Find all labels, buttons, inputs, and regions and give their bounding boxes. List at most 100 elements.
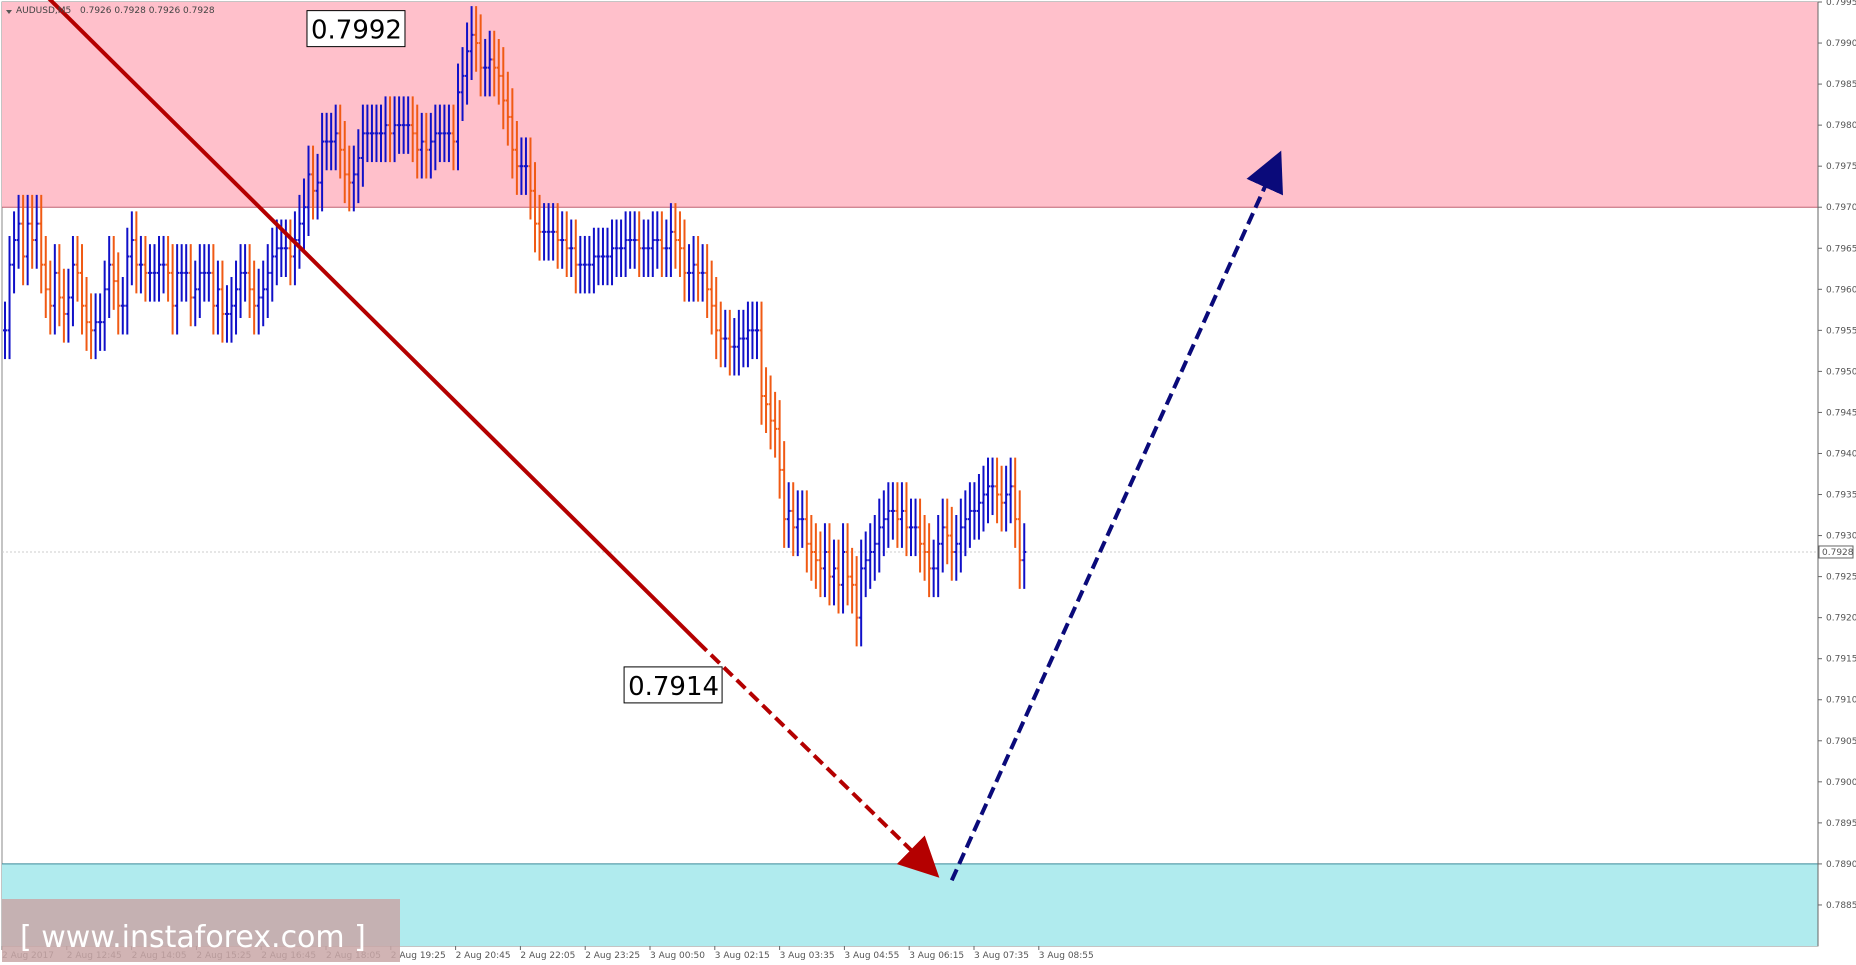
price-axis[interactable]: 0.7995 0.7990 0.7985 0.7980 0.7975 0.7970 0.79… bbox=[1817, 0, 1856, 946]
price-bar bbox=[986, 457, 991, 524]
price-bar bbox=[211, 244, 216, 335]
trend-line[interactable] bbox=[28, 0, 700, 644]
price-bars bbox=[3, 6, 1027, 647]
price-bar bbox=[98, 293, 103, 351]
price-bar bbox=[179, 244, 184, 302]
price-bar bbox=[283, 219, 288, 277]
x-tick-label: 2 Aug 23:25 bbox=[585, 951, 640, 961]
price-bar bbox=[777, 400, 782, 499]
price-bar bbox=[401, 96, 406, 154]
price-bar bbox=[732, 318, 737, 376]
callout-high: 0.7992 bbox=[306, 10, 406, 48]
x-tick-label: 2 Aug 22:05 bbox=[520, 951, 575, 961]
price-bar bbox=[795, 490, 800, 557]
price-bar bbox=[229, 276, 234, 343]
callout-high-label: 0.7992 bbox=[311, 16, 402, 46]
price-bar bbox=[841, 523, 846, 614]
price-bar bbox=[637, 211, 642, 277]
price-bar bbox=[659, 211, 664, 277]
price-bar bbox=[21, 194, 26, 286]
price-bar bbox=[546, 203, 551, 261]
price-bar bbox=[931, 539, 936, 598]
price-bar bbox=[388, 96, 393, 163]
price-bar bbox=[587, 235, 592, 294]
price-bar bbox=[410, 96, 415, 163]
x-tick-label: 3 Aug 04:55 bbox=[844, 951, 899, 961]
price-bar bbox=[89, 293, 94, 360]
price-bar bbox=[809, 515, 814, 581]
price-bar bbox=[365, 104, 370, 163]
price-bar bbox=[93, 293, 98, 360]
price-bar bbox=[895, 482, 900, 548]
price-bar bbox=[57, 244, 62, 327]
price-bar bbox=[542, 203, 547, 261]
price-bar bbox=[433, 104, 438, 171]
price-bar bbox=[238, 244, 243, 319]
price-bar bbox=[673, 203, 678, 269]
price-bar bbox=[419, 112, 424, 179]
x-tick-label: 2 Aug 19:25 bbox=[391, 951, 446, 961]
price-bar bbox=[850, 547, 855, 614]
price-bar bbox=[904, 482, 909, 557]
price-bar bbox=[745, 301, 750, 368]
price-bar bbox=[913, 498, 918, 557]
price-bar bbox=[936, 515, 941, 598]
y-tick-label: 0.7980 bbox=[1826, 121, 1856, 131]
price-bar bbox=[202, 244, 207, 302]
price-bar bbox=[333, 104, 338, 171]
price-bar bbox=[34, 194, 39, 269]
price-bar bbox=[129, 211, 134, 286]
price-bar bbox=[700, 244, 705, 302]
price-bar bbox=[723, 309, 728, 368]
header-dropdown-icon[interactable] bbox=[6, 10, 12, 14]
price-bar bbox=[677, 211, 682, 277]
forecast-down-arrow[interactable] bbox=[696, 640, 940, 878]
callout-low-label: 0.7914 bbox=[628, 672, 719, 702]
price-bar bbox=[243, 244, 248, 302]
price-bar bbox=[564, 211, 569, 277]
price-bar bbox=[342, 121, 347, 204]
price-bar bbox=[70, 235, 75, 327]
y-tick-label: 0.7930 bbox=[1826, 532, 1856, 542]
y-tick-label: 0.7955 bbox=[1826, 326, 1856, 336]
price-bar bbox=[360, 104, 365, 187]
price-bar bbox=[945, 498, 950, 565]
price-bar bbox=[197, 244, 202, 319]
price-bar bbox=[999, 465, 1004, 532]
x-tick-label: 3 Aug 06:15 bbox=[909, 951, 964, 961]
price-bar bbox=[682, 219, 687, 302]
price-bar bbox=[451, 104, 456, 171]
price-bar bbox=[356, 129, 361, 204]
price-bar bbox=[397, 96, 402, 154]
price-bar bbox=[537, 194, 542, 261]
price-bar bbox=[152, 244, 157, 302]
price-bar bbox=[125, 227, 130, 335]
price-bar bbox=[551, 203, 556, 261]
forecast-up-arrow[interactable] bbox=[949, 150, 1283, 882]
price-bar bbox=[501, 47, 506, 130]
price-bar bbox=[220, 260, 225, 343]
price-bar bbox=[995, 457, 1000, 524]
price-bar bbox=[43, 235, 48, 319]
price-bar bbox=[714, 276, 719, 360]
watermark-background bbox=[2, 899, 400, 962]
price-bar bbox=[976, 474, 981, 540]
price-bar bbox=[505, 71, 510, 146]
price-bar bbox=[116, 252, 121, 335]
price-bar bbox=[736, 309, 741, 376]
y-tick-label: 0.7885 bbox=[1826, 901, 1856, 911]
price-bar bbox=[206, 244, 211, 302]
price-bar bbox=[52, 244, 57, 335]
price-bar bbox=[940, 498, 945, 573]
price-bar bbox=[469, 6, 474, 80]
price-bar bbox=[3, 301, 7, 360]
price-bar bbox=[84, 276, 89, 351]
price-bar bbox=[868, 523, 873, 589]
price-bar bbox=[193, 260, 198, 327]
price-bar bbox=[845, 523, 850, 606]
y-tick-label: 0.7970 bbox=[1826, 203, 1856, 213]
price-bar bbox=[768, 375, 773, 450]
price-bar bbox=[383, 96, 388, 163]
